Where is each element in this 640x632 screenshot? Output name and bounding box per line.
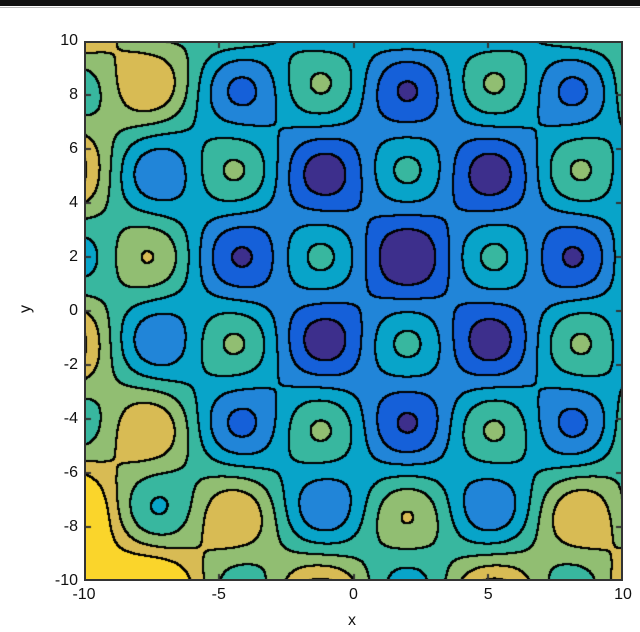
y-tick-label: 2 bbox=[69, 248, 78, 265]
contour-plot-area bbox=[84, 41, 623, 581]
top-rule bbox=[0, 0, 640, 6]
y-tick-label: 8 bbox=[69, 86, 78, 103]
y-tick-label: 4 bbox=[69, 194, 78, 211]
y-tick-label: -6 bbox=[63, 464, 78, 481]
y-tick-label: 0 bbox=[69, 302, 78, 319]
y-axis-label: y bbox=[17, 305, 34, 313]
x-axis-label: x bbox=[348, 612, 356, 629]
x-tick-label: -5 bbox=[211, 586, 226, 603]
y-tick-label: -4 bbox=[63, 410, 78, 427]
x-tick-label: 10 bbox=[614, 586, 632, 603]
y-tick-label: 6 bbox=[69, 140, 78, 157]
plot-frame bbox=[84, 41, 623, 581]
y-tick-label: -8 bbox=[63, 518, 78, 535]
top-rule-shadow bbox=[0, 7, 640, 8]
x-tick-label: 0 bbox=[349, 586, 358, 603]
y-tick-label: -10 bbox=[54, 572, 78, 589]
x-tick-label: -10 bbox=[72, 586, 96, 603]
y-tick-label: -2 bbox=[63, 356, 78, 373]
x-tick-label: 5 bbox=[483, 586, 493, 603]
y-tick-label: 10 bbox=[60, 32, 78, 49]
